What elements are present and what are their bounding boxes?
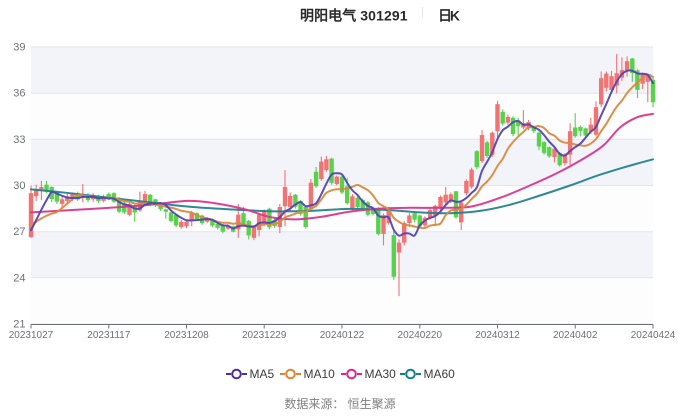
- svg-text:日K: 日K: [438, 8, 460, 24]
- svg-text:MA5: MA5: [250, 367, 275, 381]
- svg-text:20240424: 20240424: [631, 330, 676, 341]
- svg-text:36: 36: [13, 88, 25, 100]
- svg-text:20240312: 20240312: [475, 330, 520, 341]
- svg-text:明阳电气 301291: 明阳电气 301291: [300, 8, 408, 24]
- svg-text:20240402: 20240402: [553, 330, 598, 341]
- svg-text:27: 27: [13, 226, 25, 238]
- svg-text:24: 24: [13, 272, 25, 284]
- svg-text:MA60: MA60: [424, 367, 456, 381]
- svg-text:数据来源： 恒生聚源: 数据来源： 恒生聚源: [284, 396, 395, 411]
- svg-text:20231229: 20231229: [242, 330, 287, 341]
- svg-text:20240220: 20240220: [398, 330, 443, 341]
- svg-text:21: 21: [13, 319, 25, 331]
- svg-text:MA30: MA30: [365, 367, 397, 381]
- svg-text:20231027: 20231027: [9, 330, 54, 341]
- svg-text:33: 33: [13, 134, 25, 146]
- svg-text:20231208: 20231208: [164, 330, 209, 341]
- svg-text:20231117: 20231117: [87, 330, 130, 341]
- svg-text:20240122: 20240122: [320, 330, 365, 341]
- svg-text:39: 39: [13, 42, 25, 54]
- svg-text:MA10: MA10: [304, 367, 336, 381]
- svg-text:30: 30: [13, 180, 25, 192]
